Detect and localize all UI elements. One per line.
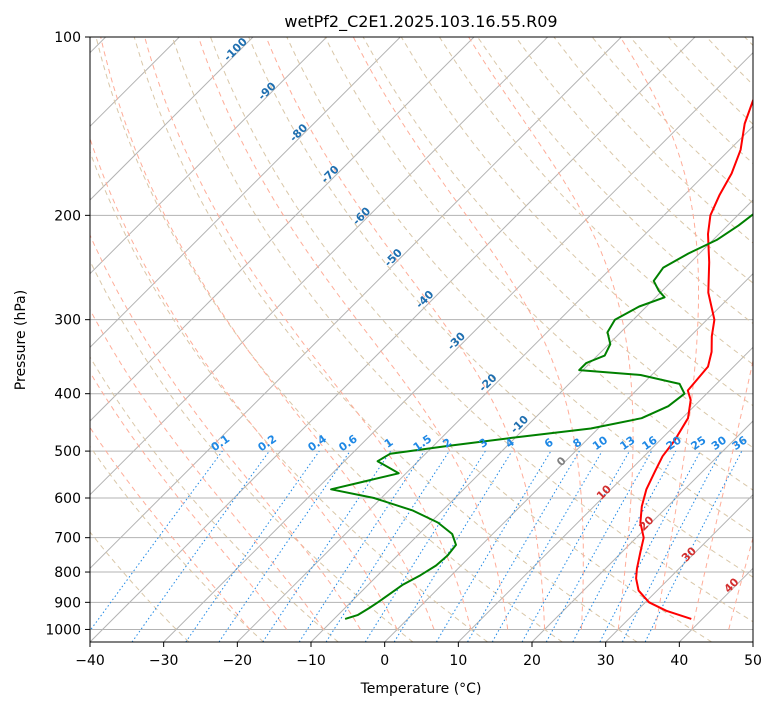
isotherm-gridline — [90, 37, 549, 496]
mixing-ratio-line — [325, 450, 450, 642]
temperature-profile-line — [635, 98, 753, 620]
y-tick-label: 200 — [54, 208, 81, 224]
mixing-ratio-line — [393, 450, 513, 642]
mixing-ratio-line — [218, 450, 351, 642]
x-tick-label: 20 — [523, 653, 541, 669]
isotherm-gridline — [605, 493, 753, 642]
dry-adiabat — [90, 150, 488, 642]
mixing-ratio-line — [131, 450, 270, 642]
isotherm-gridline — [90, 37, 696, 642]
isotherm-gridline — [90, 37, 328, 275]
x-axis-label: Temperature (°C) — [360, 681, 482, 697]
isotherm-gridline — [531, 420, 753, 642]
x-tick-label: 30 — [597, 653, 615, 669]
mixing-ratio-line — [572, 450, 677, 642]
dry-adiabat — [210, 37, 753, 623]
mixing-ratio-line — [644, 450, 743, 642]
isotherm-gridline — [457, 346, 753, 642]
dewpoint-profile-line — [330, 213, 753, 620]
moist-adiabat — [198, 37, 509, 630]
moist-adiabat — [90, 233, 361, 630]
dry-adiabat — [400, 37, 753, 407]
isotherm-gridline — [90, 37, 254, 201]
mixing-ratio-line — [185, 450, 320, 642]
y-tick-label: 900 — [54, 595, 81, 611]
mixing-ratio-line — [521, 450, 630, 642]
dry-adiabat — [90, 356, 339, 642]
dry-adiabat — [286, 37, 753, 534]
isotherm-gridline — [90, 37, 475, 422]
isotherm-gridline — [384, 272, 753, 642]
moist-adiabat — [691, 358, 753, 630]
x-tick-label: 10 — [449, 653, 467, 669]
dry-adiabat — [438, 37, 753, 366]
plot-frame — [89, 36, 754, 643]
x-tick-label: −40 — [75, 653, 105, 669]
isotherm-gridline — [90, 37, 401, 349]
x-tick-label: 40 — [670, 653, 688, 669]
isotherm-gridline — [163, 51, 753, 642]
x-tick-label: −20 — [223, 653, 253, 669]
x-tick-label: 0 — [380, 653, 389, 669]
dry-adiabat — [133, 37, 638, 642]
moist-adiabat — [90, 137, 398, 630]
dry-adiabat — [171, 37, 712, 642]
dry-adiabat — [90, 531, 190, 642]
dry-adiabat — [248, 37, 753, 578]
moist-adiabat — [468, 37, 634, 630]
y-tick-label: 300 — [54, 313, 81, 329]
isotherm-gridline — [90, 37, 622, 570]
y-tick-label: 700 — [54, 531, 81, 547]
mixing-ratio-line — [90, 450, 223, 632]
dry-adiabat — [90, 259, 414, 642]
moist-adiabat — [90, 371, 288, 630]
moist-adiabat — [352, 37, 584, 630]
mixing-ratio-line — [298, 450, 425, 642]
chart-title: wetPf2_C2E1.2025.103.16.55.R09 — [284, 12, 557, 32]
mixing-ratio-line — [545, 450, 653, 642]
y-tick-label: 400 — [54, 387, 81, 403]
y-tick-label: 800 — [54, 565, 81, 581]
moist-adiabat — [265, 37, 546, 630]
y-tick-label: 500 — [54, 444, 81, 460]
moist-adiabat — [90, 426, 251, 630]
moist-adiabat — [100, 37, 435, 630]
x-tick-label: −10 — [296, 653, 326, 669]
dry-adiabat — [515, 37, 753, 284]
x-tick-label: 50 — [744, 653, 762, 669]
dry-adiabat — [90, 445, 264, 642]
y-tick-label: 1000 — [45, 622, 81, 638]
x-tick-label: −30 — [149, 653, 179, 669]
plot-area — [90, 37, 753, 642]
y-axis-label: Pressure (hPa) — [13, 290, 29, 390]
dry-adiabat — [95, 37, 563, 642]
y-tick-label: 600 — [54, 491, 81, 507]
y-tick-label: 100 — [54, 30, 81, 46]
axes: −40 −30 −20 −10 0 10 20 30 40 50 100 200 300 400 500 60… — [45, 30, 762, 669]
moist-adiabat — [619, 37, 699, 630]
